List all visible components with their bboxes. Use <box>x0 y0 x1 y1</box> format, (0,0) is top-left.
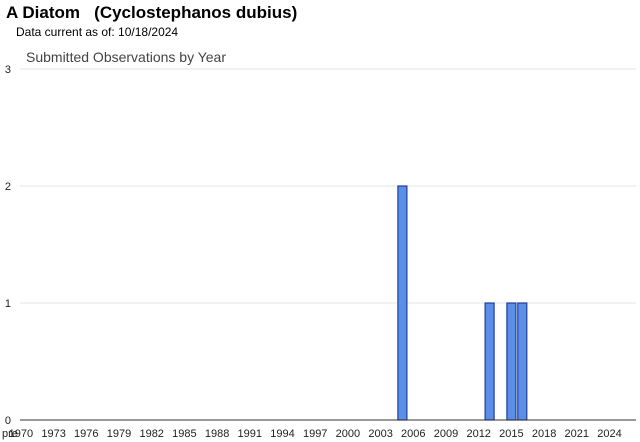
gridlines <box>20 68 636 304</box>
y-tick-label: 1 <box>5 298 11 310</box>
x-tick-label: 1994 <box>270 428 294 440</box>
x-tick-label: 1988 <box>205 428 229 440</box>
data-current-date: Data current as of: 10/18/2024 <box>16 25 179 39</box>
y-tick-label: 0 <box>5 415 11 427</box>
x-tick-label: 1970 <box>9 428 33 440</box>
x-tick-label: 1991 <box>238 428 262 440</box>
bar-2015[interactable] <box>506 302 517 421</box>
x-tick-label: 1982 <box>139 428 163 440</box>
x-tick-label: 1985 <box>172 428 196 440</box>
chart-title: Submitted Observations by Year <box>26 49 227 65</box>
x-tick-label: 2018 <box>532 428 556 440</box>
x-tick-label: 2003 <box>368 428 392 440</box>
x-tick-label: 1997 <box>303 428 327 440</box>
page-title: A Diatom (Cyclostephanos dubius) <box>6 3 298 22</box>
x-tick-label: 2009 <box>434 428 458 440</box>
x-tick-label: 2012 <box>466 428 490 440</box>
x-tick-label: 2024 <box>597 428 621 440</box>
x-tick-label: 1979 <box>107 428 131 440</box>
x-tick-label: 2015 <box>499 428 523 440</box>
y-tick-label: 3 <box>5 64 11 76</box>
x-tick-label: 2021 <box>565 428 589 440</box>
x-tick-label: 1973 <box>41 428 65 440</box>
x-tick-label: 2000 <box>336 428 360 440</box>
bar-2016[interactable] <box>517 302 528 421</box>
bar-2013[interactable] <box>484 302 495 421</box>
y-tick-label: 2 <box>5 181 11 193</box>
x-tick-label: 2006 <box>401 428 425 440</box>
bar-2005[interactable] <box>397 185 408 421</box>
x-tick-label: pre <box>2 428 18 440</box>
x-tick-label: 1976 <box>74 428 98 440</box>
